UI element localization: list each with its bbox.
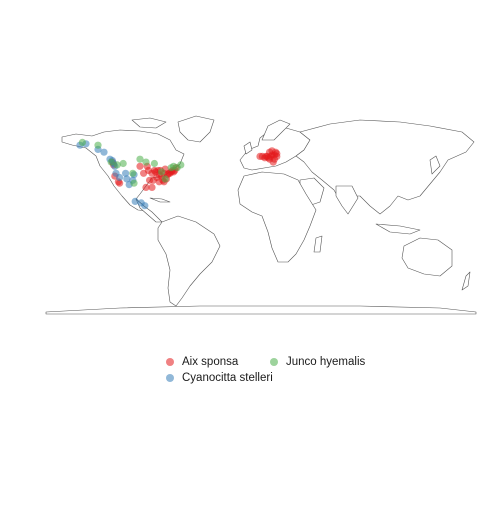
point-junco-hyemalis — [94, 141, 102, 149]
point-junco-hyemalis — [173, 164, 181, 172]
point-junco-hyemalis — [107, 158, 115, 166]
legend: Aix sponsa Junco hyemalis Cyanocitta ste… — [160, 352, 380, 392]
legend-item-aix-sponsa: Aix sponsa — [166, 356, 238, 368]
landmass-madagascar — [313, 235, 323, 253]
point-junco-hyemalis — [129, 169, 137, 177]
point-cyanocitta-stelleri — [141, 202, 149, 210]
landmass-arctic-islands — [131, 117, 167, 129]
legend-label: Cyanocitta stelleri — [182, 372, 273, 384]
landmass-asia — [295, 119, 475, 215]
point-junco-hyemalis — [150, 159, 158, 168]
landmass-south-america — [157, 215, 221, 307]
point-aix-sponsa — [146, 176, 154, 184]
landmass-north-america — [61, 129, 185, 212]
landmass-india — [335, 185, 359, 215]
legend-swatch — [166, 358, 174, 366]
point-junco-hyemalis — [158, 168, 166, 176]
point-cyanocitta-stelleri — [100, 148, 108, 156]
point-cyanocitta-stelleri — [131, 197, 139, 205]
legend-item-junco-hyemalis: Junco hyemalis — [270, 356, 365, 368]
point-junco-hyemalis — [78, 138, 86, 146]
point-junco-hyemalis — [142, 158, 150, 166]
point-aix-sponsa — [270, 155, 278, 163]
landmass-antarctica — [45, 305, 477, 315]
point-aix-sponsa — [136, 162, 144, 170]
landmass-new-zealand — [461, 271, 471, 291]
point-junco-hyemalis — [161, 175, 169, 183]
landmass-uk — [243, 141, 253, 155]
landmass-indonesia — [375, 223, 421, 235]
landmass-africa — [237, 171, 317, 263]
occurrence-points — [76, 138, 281, 210]
point-aix-sponsa — [148, 183, 156, 191]
legend-label: Junco hyemalis — [286, 356, 366, 368]
point-cyanocitta-stelleri — [123, 175, 131, 183]
point-junco-hyemalis — [113, 161, 121, 169]
point-junco-hyemalis — [119, 159, 127, 168]
land-layer — [45, 115, 477, 315]
point-aix-sponsa — [142, 183, 150, 191]
landmass-scandinavia — [261, 119, 291, 141]
landmass-australia — [401, 237, 453, 277]
landmass-cuba — [149, 197, 171, 203]
point-cyanocitta-stelleri — [122, 169, 130, 177]
point-junco-hyemalis — [130, 179, 138, 187]
legend-item-cyanocitta-stelleri: Cyanocitta stelleri — [166, 372, 273, 384]
landmass-greenland — [177, 115, 215, 143]
legend-label: Aix sponsa — [182, 356, 239, 368]
point-aix-sponsa — [116, 179, 124, 187]
point-junco-hyemalis — [136, 155, 144, 163]
legend-swatch — [270, 358, 278, 366]
landmass-japan — [429, 155, 441, 175]
legend-swatch — [166, 374, 174, 382]
point-cyanocitta-stelleri — [116, 173, 124, 182]
